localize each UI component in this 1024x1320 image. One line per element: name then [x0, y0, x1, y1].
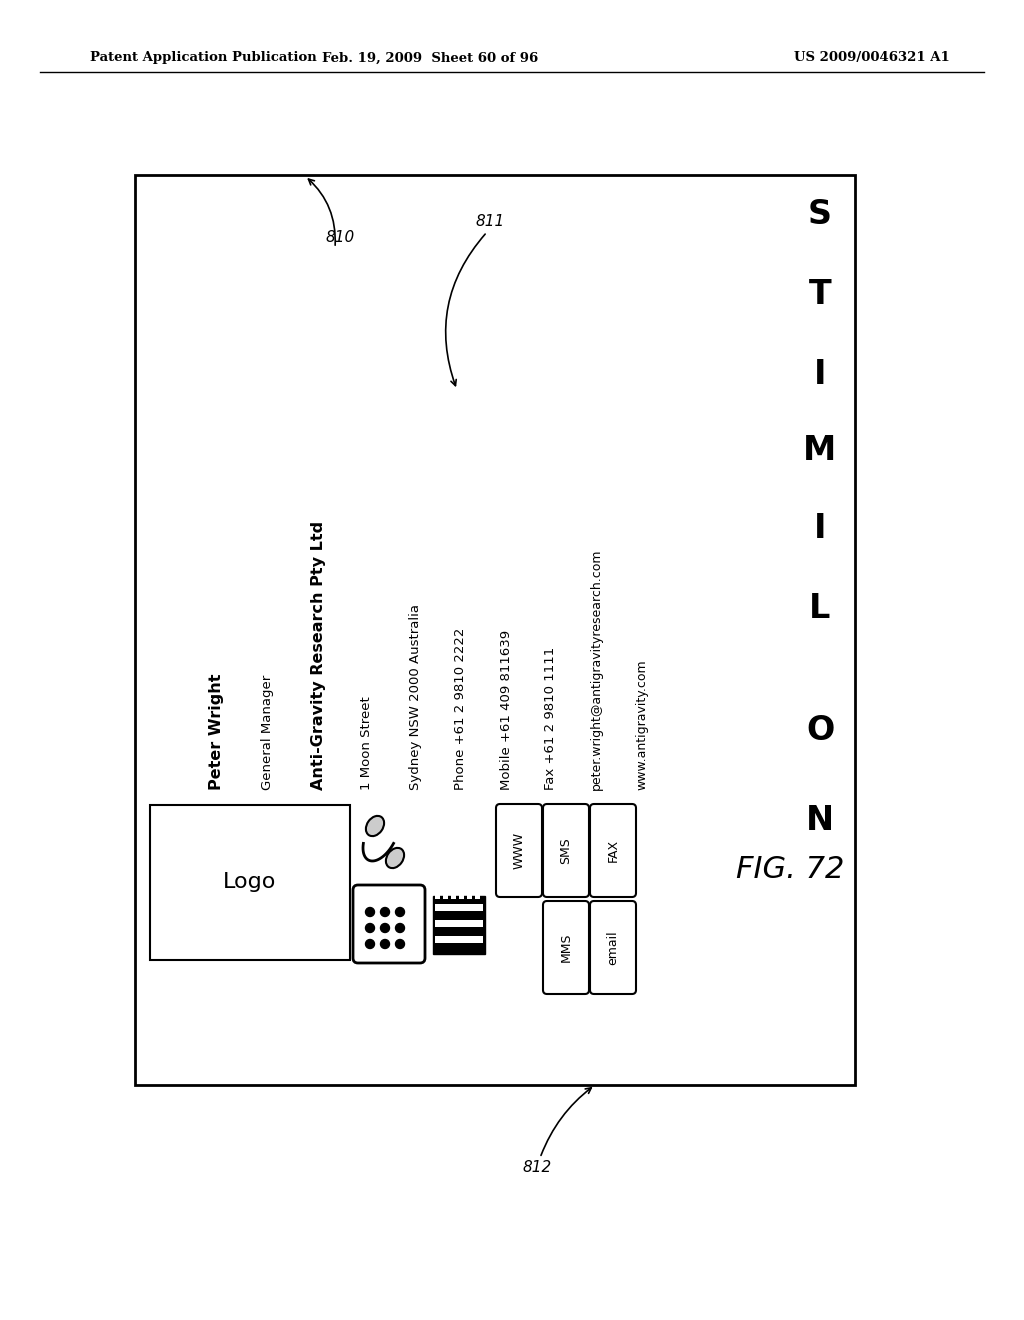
Bar — [358, 890, 420, 958]
Circle shape — [381, 908, 389, 916]
Bar — [443, 891, 449, 899]
Text: S: S — [808, 198, 831, 231]
Text: FIG. 72: FIG. 72 — [736, 855, 844, 884]
Text: General Manager: General Manager — [261, 675, 274, 789]
Text: Fax +61 2 9810 1111: Fax +61 2 9810 1111 — [545, 647, 557, 789]
Text: I: I — [814, 511, 826, 544]
FancyBboxPatch shape — [590, 902, 636, 994]
FancyBboxPatch shape — [590, 804, 636, 898]
Text: SMS: SMS — [559, 837, 572, 863]
Text: 1 Moon Street: 1 Moon Street — [360, 696, 374, 789]
Text: O: O — [806, 714, 835, 747]
Bar — [475, 891, 480, 899]
Bar — [435, 920, 483, 927]
Text: MMS: MMS — [559, 933, 572, 962]
Ellipse shape — [366, 816, 384, 836]
Text: 812: 812 — [522, 1160, 552, 1176]
Circle shape — [395, 908, 404, 916]
Text: US 2009/0046321 A1: US 2009/0046321 A1 — [795, 51, 950, 65]
Text: www.antigravity.com: www.antigravity.com — [636, 660, 648, 789]
Text: Phone +61 2 9810 2222: Phone +61 2 9810 2222 — [455, 627, 468, 789]
Text: Anti-Gravity Research Pty Ltd: Anti-Gravity Research Pty Ltd — [310, 521, 326, 789]
Circle shape — [381, 924, 389, 932]
Text: 810: 810 — [326, 231, 354, 246]
Text: Patent Application Publication: Patent Application Publication — [90, 51, 316, 65]
Text: L: L — [809, 591, 830, 624]
Text: email: email — [606, 931, 620, 965]
Text: WWW: WWW — [512, 832, 525, 869]
Circle shape — [366, 908, 375, 916]
Text: Feb. 19, 2009  Sheet 60 of 96: Feb. 19, 2009 Sheet 60 of 96 — [322, 51, 539, 65]
Bar — [435, 904, 483, 911]
Bar — [467, 891, 472, 899]
Text: peter.wright@antigravityresearch.com: peter.wright@antigravityresearch.com — [590, 549, 602, 789]
Text: M: M — [804, 433, 837, 466]
Text: Sydney NSW 2000 Australia: Sydney NSW 2000 Australia — [409, 605, 422, 789]
Text: N: N — [806, 804, 835, 837]
Bar — [150, 805, 350, 960]
FancyBboxPatch shape — [543, 804, 589, 898]
FancyBboxPatch shape — [543, 902, 589, 994]
Text: FAX: FAX — [606, 840, 620, 862]
Circle shape — [366, 940, 375, 949]
Ellipse shape — [386, 847, 404, 869]
Circle shape — [366, 924, 375, 932]
Circle shape — [381, 940, 389, 949]
Text: Logo: Logo — [223, 873, 276, 892]
Circle shape — [395, 940, 404, 949]
Text: T: T — [809, 279, 831, 312]
Bar — [433, 896, 485, 954]
FancyBboxPatch shape — [353, 884, 425, 964]
Bar — [435, 936, 483, 942]
Circle shape — [395, 924, 404, 932]
Text: Mobile +61 409 811639: Mobile +61 409 811639 — [500, 630, 512, 789]
Text: Peter Wright: Peter Wright — [210, 673, 224, 789]
Bar — [135, 176, 855, 1085]
Bar — [459, 891, 464, 899]
Text: I: I — [814, 359, 826, 392]
Bar — [451, 891, 456, 899]
FancyBboxPatch shape — [496, 804, 542, 898]
Bar — [435, 891, 440, 899]
Text: 811: 811 — [475, 214, 505, 230]
